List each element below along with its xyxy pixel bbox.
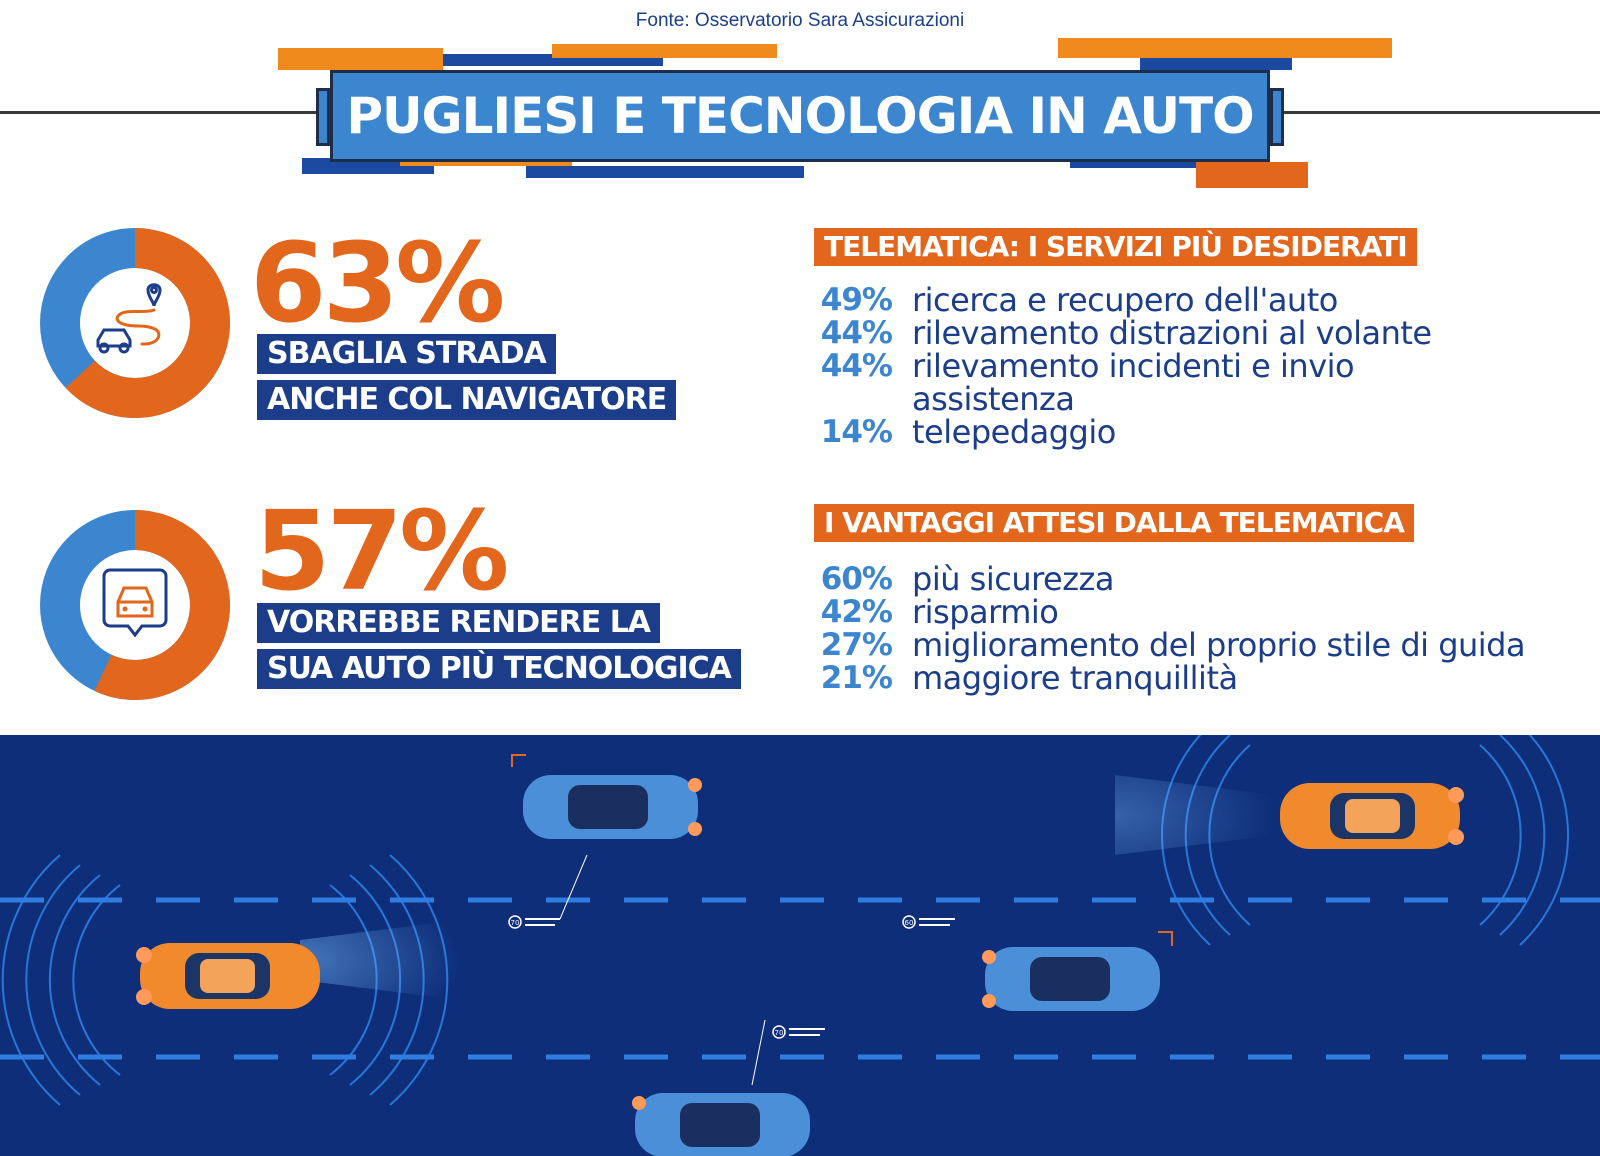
- donut-chart-57: [40, 510, 230, 700]
- list-item: 44% rilevamento incidenti e invio: [800, 347, 1355, 385]
- list-item-percent: 27%: [820, 627, 893, 663]
- list-item: 60% più sicurezza: [800, 560, 1115, 598]
- list-item: 49% ricerca e recupero dell'auto: [800, 281, 1339, 319]
- stat-percent-57: 57%: [254, 487, 509, 615]
- road-scene: 70 60 70: [0, 735, 1600, 1156]
- list-item-continued: assistenza: [800, 380, 1075, 418]
- decor-bar: [1058, 38, 1392, 58]
- speed-sign-label: 70: [511, 919, 520, 927]
- title-rule-left: [0, 111, 330, 114]
- list-item: 44% rilevamento distrazioni al volante: [800, 317, 1432, 349]
- title-banner: [330, 70, 1270, 162]
- list-item-percent: 60%: [820, 561, 893, 597]
- road-illustration: 70 60 70: [0, 735, 1600, 1156]
- decor-bar: [526, 166, 804, 178]
- car-chat-bubble-icon: [102, 568, 168, 638]
- speed-sign-label: 60: [905, 919, 914, 927]
- list-item-text: risparmio: [912, 593, 1059, 631]
- list-item: 27% miglioramento del proprio stile di gu…: [800, 626, 1526, 664]
- page-title: PUGLIESI E TECNOLOGIA IN AUTO: [346, 87, 1254, 145]
- list-item-percent: 42%: [820, 594, 893, 630]
- title-rule-right: [1270, 111, 1600, 114]
- decor-bar: [1196, 162, 1308, 188]
- list-item-text: più sicurezza: [912, 560, 1114, 598]
- stat-label-line1: VORREBBE RENDERE LA: [257, 603, 661, 643]
- donut-chart-63: [40, 228, 230, 418]
- advantages-heading: I VANTAGGI ATTESI DALLA TELEMATICA: [814, 504, 1414, 542]
- focus-bracket-icon: [511, 754, 1173, 946]
- stat-percent-63: 63%: [250, 219, 505, 347]
- list-item-percent: 44%: [820, 315, 893, 351]
- list-item-text: rilevamento distrazioni al volante: [912, 314, 1432, 352]
- car-orange-left: [136, 943, 320, 1009]
- list-item-text: telepedaggio: [912, 413, 1116, 451]
- list-item: 42% risparmio: [800, 593, 1059, 631]
- decor-bar: [1140, 58, 1292, 70]
- car-blue-bottom: [632, 1093, 810, 1156]
- car-orange-right: [1280, 783, 1464, 849]
- speed-sign-label: 70: [775, 1029, 784, 1037]
- decor-bar: [278, 48, 443, 70]
- title-bracket-left: [316, 88, 330, 146]
- list-item-text: assistenza: [912, 380, 1075, 418]
- stat-label-line1: SBAGLIA STRADA: [257, 334, 556, 374]
- list-item-text: miglioramento del proprio stile di guida: [912, 626, 1526, 664]
- car-blue-top: [523, 775, 702, 839]
- list-item-text: rilevamento incidenti e invio: [912, 347, 1355, 385]
- list-item-percent: 49%: [820, 282, 893, 318]
- decor-bar: [552, 44, 777, 58]
- speed-tag-icon: [508, 854, 955, 1086]
- map-route-car-icon: [96, 283, 162, 354]
- list-item-percent: 14%: [820, 414, 893, 450]
- headlight-beam: [300, 920, 460, 1000]
- list-item-text: ricerca e recupero dell'auto: [912, 281, 1338, 319]
- list-item: 14% telepedaggio: [800, 413, 1117, 451]
- title-bracket-right: [1270, 88, 1284, 146]
- donut-arc: [40, 228, 230, 418]
- source-caption: Fonte: Osservatorio Sara Assicurazioni: [635, 10, 965, 31]
- donut-arc: [40, 510, 230, 700]
- stat-label-line2: SUA AUTO PIÙ TECNOLOGICA: [257, 649, 741, 689]
- services-heading: TELEMATICA: I SERVIZI PIÙ DESIDERATI: [814, 228, 1417, 266]
- list-item-percent: 21%: [820, 660, 893, 696]
- list-item-percent: 44%: [820, 348, 893, 384]
- list-item: 21% maggiore tranquillità: [800, 662, 1238, 694]
- list-item-text: maggiore tranquillità: [912, 659, 1238, 697]
- lane-markings: [0, 897, 1600, 1060]
- stat-label-line2: ANCHE COL NAVIGATORE: [257, 380, 677, 420]
- car-blue-middle: [982, 947, 1160, 1011]
